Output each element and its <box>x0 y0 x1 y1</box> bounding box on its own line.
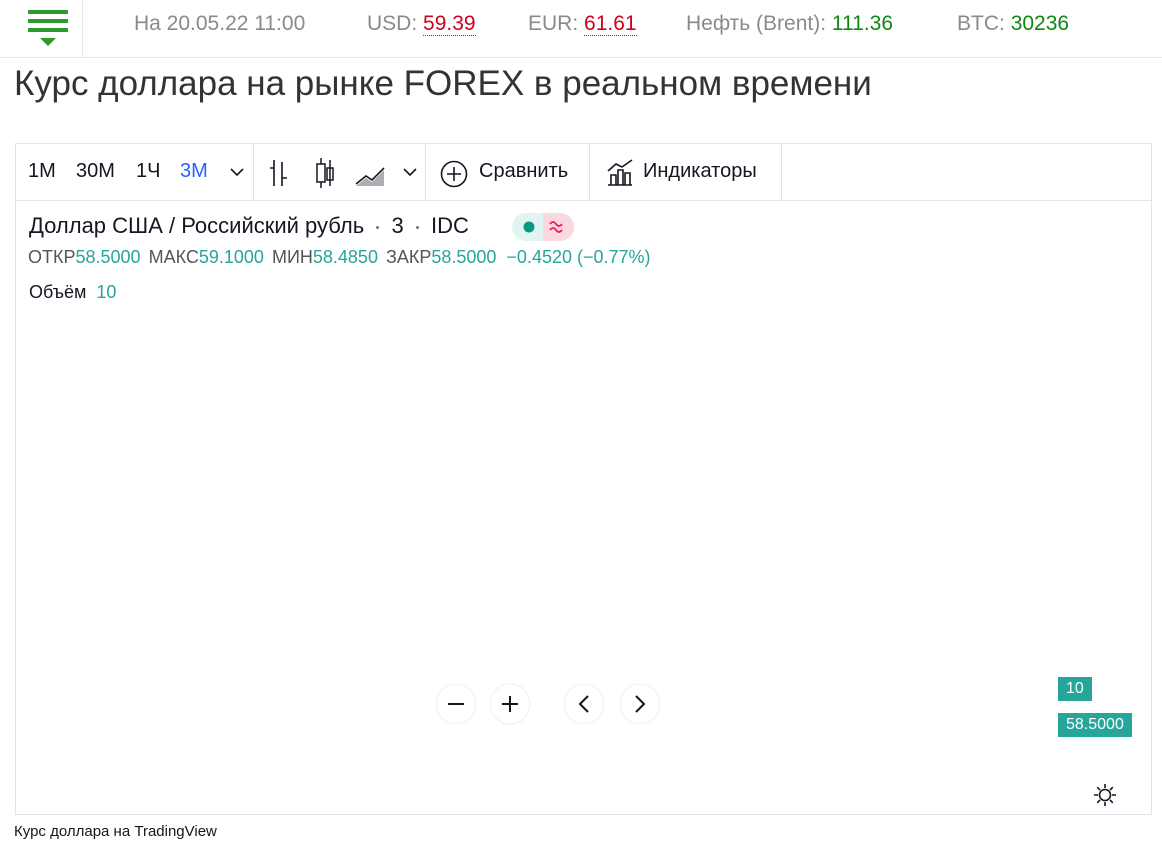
zoom-in-button[interactable] <box>489 683 531 725</box>
open-label: ОТКР <box>28 247 76 267</box>
usd-label: USD: <box>367 12 418 35</box>
oil-label: Нефть (Brent): <box>686 12 827 35</box>
high-value: 59.1000 <box>198 247 264 267</box>
toolbar-separator <box>425 144 426 200</box>
ohlc-legend: ОТКР58.5000 МАКС59.1000 МИН58.4850 ЗАКР58.5… <box>28 247 651 268</box>
close-label: ЗАКР <box>385 247 432 267</box>
scroll-right-button[interactable] <box>619 683 661 725</box>
high-label: МАКС <box>148 247 199 267</box>
chart-widget <box>15 143 1152 815</box>
symbol-name: Доллар США / Российский рубль <box>29 213 365 238</box>
interval-button[interactable]: 30М <box>76 160 115 182</box>
dot <box>415 225 419 229</box>
chart-type-icons[interactable] <box>266 156 396 190</box>
nav-buttons <box>435 683 661 725</box>
type-dropdown[interactable] <box>401 165 421 179</box>
toolbar-separator <box>253 144 254 200</box>
toolbar-border <box>16 200 1151 201</box>
top-separator <box>82 0 83 57</box>
symbol-source: IDC <box>430 213 469 238</box>
open-value: 58.5000 <box>75 247 141 267</box>
eur: EUR: 61.61 <box>528 12 637 36</box>
close-value: 58.5000 <box>431 247 497 267</box>
market-status <box>512 213 574 241</box>
btc-label: BTC: <box>957 12 1005 35</box>
oil-value: 111.36 <box>831 12 894 35</box>
menu-icon[interactable] <box>27 10 69 48</box>
settings-icon[interactable] <box>1093 783 1117 807</box>
interval-button[interactable]: 1Ч <box>136 160 161 182</box>
change-value: −0.4520 (−0.77%) <box>506 247 651 267</box>
interval-dropdown[interactable] <box>228 165 248 179</box>
legend-symbol: Доллар США / Российский рубль 3 IDC <box>29 213 469 239</box>
date: На 20.05.22 11:00 <box>134 12 306 35</box>
btc-value: 30236 <box>1010 12 1070 35</box>
page-title: Курс доллара на рынке FOREX в реальном в… <box>14 64 872 103</box>
volume-legend: Объём 10 <box>29 282 116 303</box>
interval-button[interactable]: 1М <box>28 160 56 182</box>
indicators-icon[interactable] <box>604 157 636 189</box>
btc: BTC: 30236 <box>957 12 1069 36</box>
indicators-button[interactable]: Индикаторы <box>643 160 757 182</box>
compare-button[interactable]: Сравнить <box>479 160 569 182</box>
price-tag: 58.5000 <box>1058 713 1132 738</box>
volume-tag: 10 <box>1058 677 1092 701</box>
eur-value[interactable]: 61.61 <box>584 12 637 36</box>
top-bar <box>0 0 1162 58</box>
low-label: МИН <box>271 247 313 267</box>
volume-label: Объём <box>29 282 87 302</box>
usd: USD: 59.39 <box>367 12 476 36</box>
low-value: 58.4850 <box>312 247 378 267</box>
compare-icon[interactable] <box>439 159 469 189</box>
zoom-out-button[interactable] <box>435 683 477 725</box>
symbol-interval: 3 <box>391 213 404 238</box>
toolbar-separator <box>781 144 782 200</box>
usd-value[interactable]: 59.39 <box>423 12 476 36</box>
scroll-left-button[interactable] <box>563 683 605 725</box>
volume-value: 10 <box>96 282 117 302</box>
footer-link[interactable]: Курс доллара на TradingView <box>14 823 217 840</box>
interval-button-active[interactable]: 3М <box>180 160 208 182</box>
eur-label: EUR: <box>528 12 579 35</box>
toolbar-separator <box>589 144 590 200</box>
dot <box>376 225 380 229</box>
oil: Нефть (Brent): 111.36 <box>686 12 893 36</box>
